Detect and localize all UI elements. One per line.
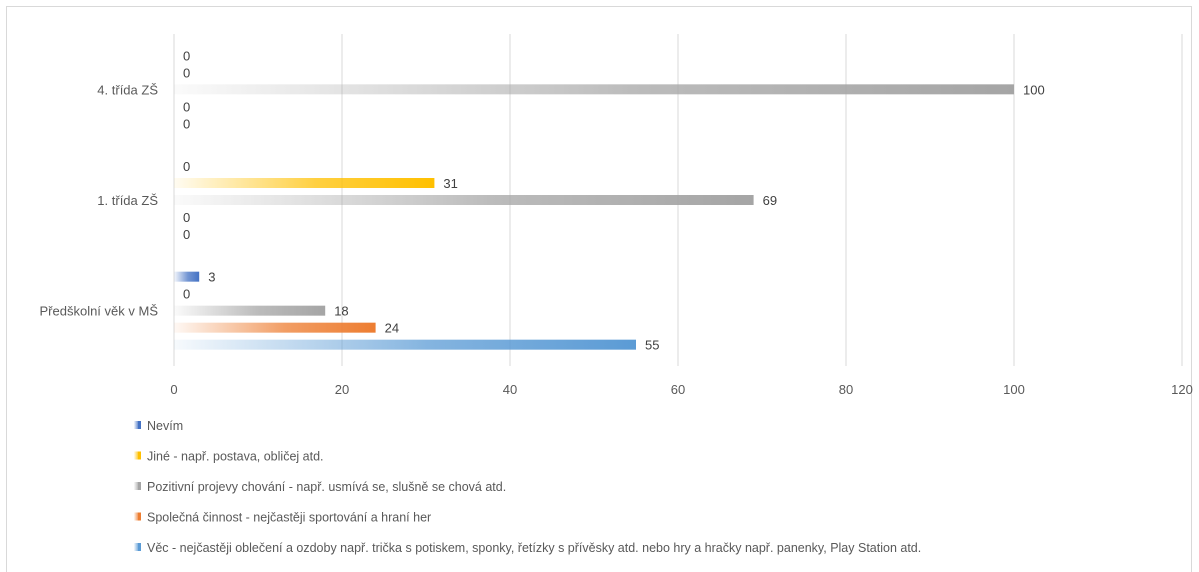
x-tick-label: 0 bbox=[170, 382, 177, 397]
data-label: 0 bbox=[183, 116, 190, 131]
data-label: 0 bbox=[183, 48, 190, 63]
data-label: 18 bbox=[334, 304, 348, 319]
category-label: 1. třída ZŠ bbox=[97, 193, 158, 208]
legend-label: Pozitivní projevy chování - např. usmívá… bbox=[147, 480, 506, 494]
category-label: Předškolní věk v MŠ bbox=[40, 304, 159, 319]
bar bbox=[174, 322, 376, 333]
legend-swatch bbox=[134, 482, 141, 490]
bar bbox=[174, 305, 326, 316]
bar bbox=[174, 84, 1014, 95]
data-label: 31 bbox=[443, 176, 457, 191]
x-tick-label: 120 bbox=[1171, 382, 1193, 397]
data-label: 0 bbox=[183, 227, 190, 242]
data-label: 0 bbox=[183, 99, 190, 114]
legend-label: Věc - nejčastěji oblečení a ozdoby např.… bbox=[147, 541, 921, 555]
legend-swatch bbox=[134, 512, 141, 521]
chart-frame bbox=[6, 6, 1192, 572]
legend-swatch bbox=[134, 451, 141, 460]
x-tick-label: 40 bbox=[503, 382, 517, 397]
bar bbox=[174, 195, 754, 205]
axes: 0 20 40 60 80 100 120 Předškolní věk v MŠ 1. tří… bbox=[40, 82, 1193, 397]
data-label: 3 bbox=[208, 270, 215, 285]
category-label: 4. třída ZŠ bbox=[97, 82, 158, 97]
data-label: 100 bbox=[1023, 82, 1045, 97]
x-tick-label: 20 bbox=[335, 382, 349, 397]
data-label: 69 bbox=[763, 193, 777, 208]
bar bbox=[174, 339, 636, 350]
x-tick-label: 100 bbox=[1003, 382, 1025, 397]
data-labels: 55 24 18 0 3 0 0 69 31 0 0 0 100 0 0 bbox=[183, 48, 1045, 352]
data-label: 0 bbox=[183, 287, 190, 302]
data-label: 55 bbox=[645, 338, 659, 353]
data-label: 24 bbox=[385, 321, 399, 336]
legend-swatch-edge bbox=[138, 512, 141, 521]
legend-label: Společná činnost - nejčastěji sportování… bbox=[147, 511, 431, 525]
legend: Nevím Jiné - např. postava, obličej atd. P… bbox=[134, 419, 921, 555]
legend-swatch-edge bbox=[138, 543, 141, 551]
data-label: 0 bbox=[183, 65, 190, 80]
data-label: 0 bbox=[183, 159, 190, 174]
legend-swatch bbox=[134, 543, 141, 551]
bar bbox=[174, 178, 435, 188]
bar bbox=[174, 271, 200, 282]
legend-swatch-edge bbox=[138, 482, 141, 490]
x-tick-label: 60 bbox=[671, 382, 685, 397]
x-tick-label: 80 bbox=[839, 382, 853, 397]
legend-swatch bbox=[134, 421, 141, 429]
legend-swatch-edge bbox=[138, 421, 141, 429]
data-label: 0 bbox=[183, 210, 190, 225]
legend-label: Nevím bbox=[147, 419, 183, 433]
legend-swatch-edge bbox=[138, 451, 141, 460]
legend-label: Jiné - např. postava, obličej atd. bbox=[147, 450, 324, 464]
bars bbox=[174, 84, 1014, 350]
